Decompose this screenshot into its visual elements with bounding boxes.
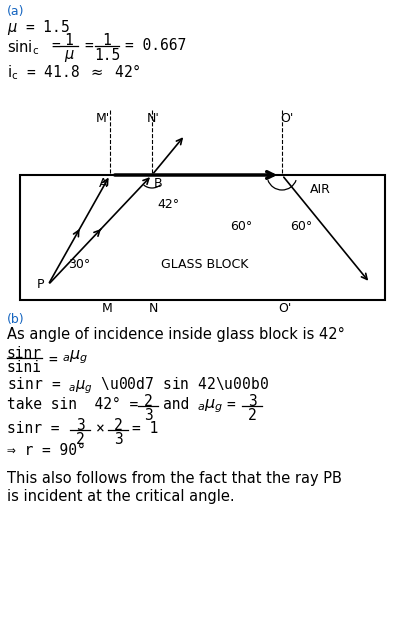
Text: =: = [48, 352, 57, 367]
Text: =: = [226, 397, 235, 412]
Text: $\mathrm{sini_c}$: $\mathrm{sini_c}$ [7, 38, 39, 57]
Text: 1: 1 [103, 33, 111, 48]
Text: is incident at the critical angle.: is incident at the critical angle. [7, 489, 235, 504]
Text: 3: 3 [144, 408, 152, 423]
Text: M': M' [96, 112, 110, 125]
Text: $\mathrm{i_c}$ = 41.8 $\approx$ 42$\degree$: $\mathrm{i_c}$ = 41.8 $\approx$ 42$\degr… [7, 62, 140, 81]
Text: (b): (b) [7, 313, 24, 326]
Text: $_a\mu_g$: $_a\mu_g$ [197, 397, 223, 415]
Text: and: and [163, 397, 189, 412]
Text: take sin  42° =: take sin 42° = [7, 397, 138, 412]
Text: O': O' [280, 112, 294, 125]
Text: As angle of incidence inside glass block is 42°: As angle of incidence inside glass block… [7, 327, 345, 342]
Text: $_a\mu_g$: $_a\mu_g$ [62, 348, 88, 365]
Text: $\mu$ = 1.5: $\mu$ = 1.5 [7, 18, 70, 37]
Text: 1.5: 1.5 [94, 48, 120, 63]
Text: M: M [101, 302, 112, 315]
Text: B: B [154, 177, 163, 190]
Text: 3: 3 [113, 432, 122, 447]
Text: =: = [51, 38, 60, 53]
Text: 2: 2 [144, 394, 152, 409]
Bar [20, 175, 385, 300]
Text: 2: 2 [76, 432, 84, 447]
Text: sini: sini [7, 360, 42, 375]
Text: AIR: AIR [310, 183, 331, 196]
Text: 60°: 60° [290, 220, 312, 233]
Text: = 1: = 1 [132, 421, 158, 436]
Text: P: P [36, 278, 44, 292]
Text: 2: 2 [248, 408, 256, 423]
Text: This also follows from the fact that the ray PB: This also follows from the fact that the… [7, 471, 342, 486]
Text: $\mu$: $\mu$ [64, 48, 75, 64]
Text: 30°: 30° [68, 258, 90, 271]
Text: sinr =: sinr = [7, 421, 59, 436]
Text: 42°: 42° [157, 198, 179, 211]
Text: 3: 3 [76, 418, 84, 433]
Text: O': O' [278, 302, 292, 315]
Text: 60°: 60° [230, 220, 252, 233]
Text: sinr: sinr [7, 346, 42, 361]
Text: 3: 3 [248, 394, 256, 409]
Text: 1: 1 [65, 33, 73, 48]
Text: =: = [84, 38, 93, 53]
Text: N': N' [146, 112, 160, 125]
Text: GLASS BLOCK: GLASS BLOCK [161, 258, 249, 271]
Text: ×: × [96, 421, 105, 436]
Text: sinr = $_{a}\mu_g$ \u00d7 sin 42\u00b0: sinr = $_{a}\mu_g$ \u00d7 sin 42\u00b0 [7, 375, 269, 396]
Text: N: N [148, 302, 158, 315]
Text: 2: 2 [113, 418, 122, 433]
Text: A: A [99, 177, 107, 190]
Text: (a): (a) [7, 5, 24, 18]
Text: = 0.667: = 0.667 [125, 38, 186, 53]
Text: ⇒ r = 90°: ⇒ r = 90° [7, 443, 86, 458]
